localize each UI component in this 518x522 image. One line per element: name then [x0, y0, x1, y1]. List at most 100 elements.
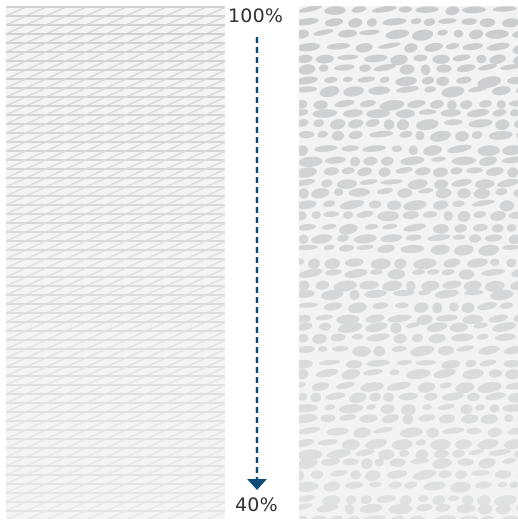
speckle-blob [505, 382, 518, 390]
speckle-blob [353, 234, 377, 244]
speckle-blob [442, 427, 465, 434]
speckle-blob [373, 345, 386, 357]
speckle-blob [507, 167, 518, 178]
speckle-blob [350, 470, 361, 480]
speckle-blob [405, 322, 421, 329]
speckle-blob [365, 470, 381, 481]
speckle-blob [485, 392, 506, 401]
speckle-blob [490, 258, 500, 266]
speckle-blob [342, 109, 363, 118]
speckle-blob [324, 6, 346, 15]
speckle-blob [473, 322, 488, 329]
speckle-blob [325, 269, 342, 276]
speckle-blob [387, 314, 412, 323]
speckle-blob [477, 333, 489, 340]
speckle-blob [323, 211, 340, 218]
speckle-blob [299, 109, 309, 116]
speckle-blob [299, 86, 318, 93]
speckle-blob [365, 322, 388, 333]
speckle-blob [477, 145, 500, 157]
speckle-blob [386, 470, 408, 479]
speckle-blob [326, 427, 349, 436]
speckle-blob [492, 322, 517, 332]
speckle-blob [490, 210, 506, 221]
speckle-blob [396, 86, 419, 93]
speckle-blob [363, 156, 378, 166]
speckle-blob [366, 359, 390, 367]
speckle-blob [443, 211, 453, 221]
speckle-blob [319, 86, 340, 98]
speckle-blob [447, 144, 472, 154]
speckle-blob [435, 314, 458, 322]
speckle-blob [413, 258, 437, 270]
speckle-blob [330, 333, 346, 342]
speckle-blob [404, 481, 418, 489]
speckle-blob [318, 64, 329, 72]
speckle-blob [383, 119, 395, 130]
speckle-blob [423, 481, 446, 491]
speckle-blob [337, 322, 363, 333]
speckle-blob [299, 76, 318, 85]
speckle-blob [489, 54, 506, 65]
speckle-blob [299, 345, 315, 353]
speckle-blob [432, 54, 450, 64]
speckle-blob [434, 289, 460, 299]
speckle-blob [432, 458, 452, 469]
speckle-blob [457, 458, 474, 466]
speckle-blob [453, 244, 474, 256]
speckle-blob [380, 76, 390, 83]
speckle-blob [471, 130, 483, 140]
speckle-blob [460, 404, 473, 415]
speckle-blob [310, 470, 324, 479]
speckle-blob [364, 223, 378, 230]
speckle-blob [495, 503, 511, 515]
speckle-blob [428, 333, 446, 344]
speckle-blob [415, 439, 427, 446]
speckle-blob [461, 414, 479, 424]
speckle-blob [360, 382, 384, 392]
speckle-blob [462, 369, 484, 380]
speckle-blob [506, 224, 517, 232]
speckle-blob [342, 439, 360, 451]
speckle-blob [321, 179, 333, 188]
speckle-blob [466, 258, 488, 268]
speckle-blob [336, 179, 357, 189]
speckle-blob [326, 449, 351, 459]
speckle-blob [480, 414, 498, 425]
speckle-blob [341, 167, 355, 175]
speckle-blob [406, 280, 416, 292]
speckle-blob [313, 119, 325, 127]
speckle-blob [338, 244, 355, 252]
speckle-blob [299, 289, 315, 298]
speckle-blob [299, 481, 319, 492]
speckle-blob [455, 382, 475, 394]
speckle-blob [299, 119, 309, 127]
speckle-blob [366, 333, 390, 342]
speckle-blob [299, 188, 309, 199]
speckle-blob [299, 359, 313, 369]
speckle-blob [343, 211, 353, 220]
speckle-blob [365, 438, 387, 449]
speckle-blob [396, 359, 412, 366]
down-arrow-icon [247, 37, 267, 490]
speckle-blob [424, 86, 437, 93]
speckle-blob [437, 345, 454, 356]
speckle-blob [455, 130, 469, 142]
speckle-blob [362, 145, 387, 153]
speckle-blob [356, 244, 374, 250]
speckle-blob [453, 29, 464, 38]
speckle-blob [416, 314, 433, 326]
speckle-blob [510, 280, 518, 291]
speckle-blob [467, 392, 480, 402]
speckle-blob [491, 86, 511, 96]
speckle-blob [367, 18, 377, 27]
speckle-blob [480, 515, 494, 519]
speckle-blob [415, 130, 425, 141]
speckle-blob [418, 289, 431, 296]
speckle-blob [331, 345, 349, 352]
speckle-blob [499, 302, 514, 309]
speckle-blob [299, 156, 323, 167]
speckle-blob [418, 109, 437, 115]
speckle-blob [299, 449, 323, 461]
speckle-pattern-graphic [299, 6, 518, 519]
